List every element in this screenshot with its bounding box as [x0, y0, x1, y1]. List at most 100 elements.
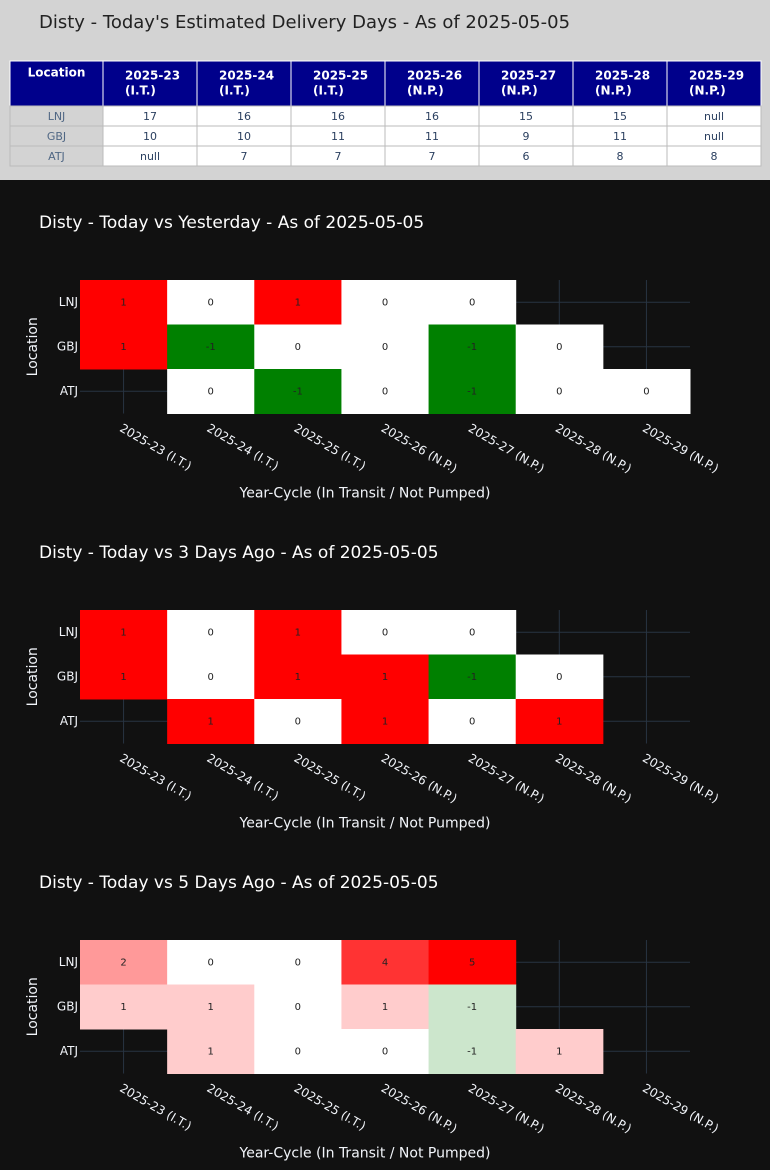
cell-text: 15 [519, 110, 533, 123]
cell-label: 1 [295, 627, 301, 638]
cell-label: 1 [208, 716, 214, 727]
y-tick-label: GBJ [57, 339, 78, 353]
header-cell [478, 60, 574, 107]
heat-cell [167, 324, 255, 370]
cell-text: 16 [331, 110, 345, 123]
y-tick-label: GBJ [57, 669, 78, 683]
cell-label: 1 [120, 1002, 126, 1013]
cell-text: 11 [613, 130, 627, 143]
heat-cell [167, 940, 255, 985]
cell-label: 0 [556, 672, 562, 683]
heat-cell [254, 940, 342, 985]
cell-label: 1 [120, 627, 126, 638]
heat-cell [80, 280, 168, 325]
chart-title: Disty - Today vs 5 Days Ago - As of 2025… [39, 873, 439, 893]
header-text: (I.T.) [125, 84, 156, 98]
cell-label: 2 [120, 957, 126, 968]
cell-label: 0 [208, 672, 214, 683]
cell-label: 0 [295, 716, 301, 727]
heat-cell [167, 280, 255, 325]
cell-text: 10 [143, 130, 157, 143]
cell-label: 1 [208, 1046, 214, 1057]
cell-label: 1 [556, 716, 562, 727]
cell-label: 0 [208, 627, 214, 638]
heat-cell [515, 699, 604, 744]
header-text: (N.P.) [407, 84, 444, 98]
cell-label: 1 [120, 342, 126, 353]
cell-label: 0 [556, 342, 562, 353]
heat-cell [341, 940, 430, 985]
cell-text: 7 [335, 150, 342, 163]
cell-label: 0 [382, 386, 388, 397]
heat-cell [80, 610, 168, 655]
heat-cell [515, 369, 604, 414]
heat-cell [341, 1029, 430, 1074]
heat-cell [80, 984, 168, 1030]
heat-cell [515, 654, 604, 700]
heat-cell [254, 1029, 342, 1074]
heat-cell [341, 369, 430, 414]
cell-text: 11 [331, 130, 345, 143]
x-axis-title: Year-Cycle (In Transit / Not Pumped) [239, 816, 491, 832]
cell-label: 0 [208, 297, 214, 308]
header-text: (N.P.) [689, 84, 726, 98]
cell-label: 4 [382, 957, 388, 968]
heat-cell [428, 610, 517, 655]
cell-text: 17 [143, 110, 157, 123]
cell-text: null [704, 110, 724, 123]
heat-cell [515, 1029, 604, 1074]
cell-text: 7 [241, 150, 248, 163]
cell-label: -1 [467, 386, 477, 397]
cell-text: ATJ [48, 150, 65, 163]
heat-cell [254, 369, 342, 414]
cell-text: 16 [237, 110, 251, 123]
cell-text: 11 [425, 130, 439, 143]
heat-cell [341, 699, 430, 744]
cell-label: 1 [382, 716, 388, 727]
heat-cell [167, 369, 255, 414]
heat-cell [254, 654, 342, 700]
heat-cell [254, 699, 342, 744]
cell-text: null [704, 130, 724, 143]
cell-label: -1 [467, 1002, 477, 1013]
heat-cell [80, 324, 168, 370]
heat-cell [341, 654, 430, 700]
table-title: Disty - Today's Estimated Delivery Days … [39, 12, 570, 33]
cell-label: 0 [382, 627, 388, 638]
y-tick-label: LNJ [59, 295, 78, 309]
cell-label: 1 [295, 297, 301, 308]
heat-cell [254, 610, 342, 655]
cell-label: 0 [295, 957, 301, 968]
header-text: (N.P.) [595, 84, 632, 98]
cell-label: 1 [208, 1002, 214, 1013]
cell-label: 0 [556, 386, 562, 397]
heat-cell [341, 610, 430, 655]
heat-cell [428, 699, 517, 744]
cell-label: 1 [382, 1002, 388, 1013]
cell-label: 0 [208, 386, 214, 397]
heat-cell [167, 1029, 255, 1074]
chart-title: Disty - Today vs Yesterday - As of 2025-… [39, 213, 424, 233]
y-axis-title: Location [25, 977, 41, 1036]
header-text: 2025-29 [689, 69, 744, 83]
x-axis-title: Year-Cycle (In Transit / Not Pumped) [239, 486, 491, 502]
cell-label: 0 [382, 342, 388, 353]
heat-cell [254, 280, 342, 325]
header-text: (N.P.) [501, 84, 538, 98]
heat-cell [515, 324, 604, 370]
header-text: 2025-27 [501, 69, 556, 83]
heat-cell [341, 324, 430, 370]
cell-label: 1 [556, 1046, 562, 1057]
cell-label: 5 [469, 957, 475, 968]
header-cell [666, 60, 762, 107]
y-axis-title: Location [25, 647, 41, 706]
table-cell [666, 145, 762, 167]
y-tick-label: ATJ [60, 714, 78, 728]
cell-text: 9 [523, 130, 530, 143]
cell-label: 0 [469, 627, 475, 638]
heat-cell [80, 654, 168, 700]
header-cell [290, 60, 386, 107]
cell-label: 0 [643, 386, 649, 397]
cell-label: 0 [382, 297, 388, 308]
